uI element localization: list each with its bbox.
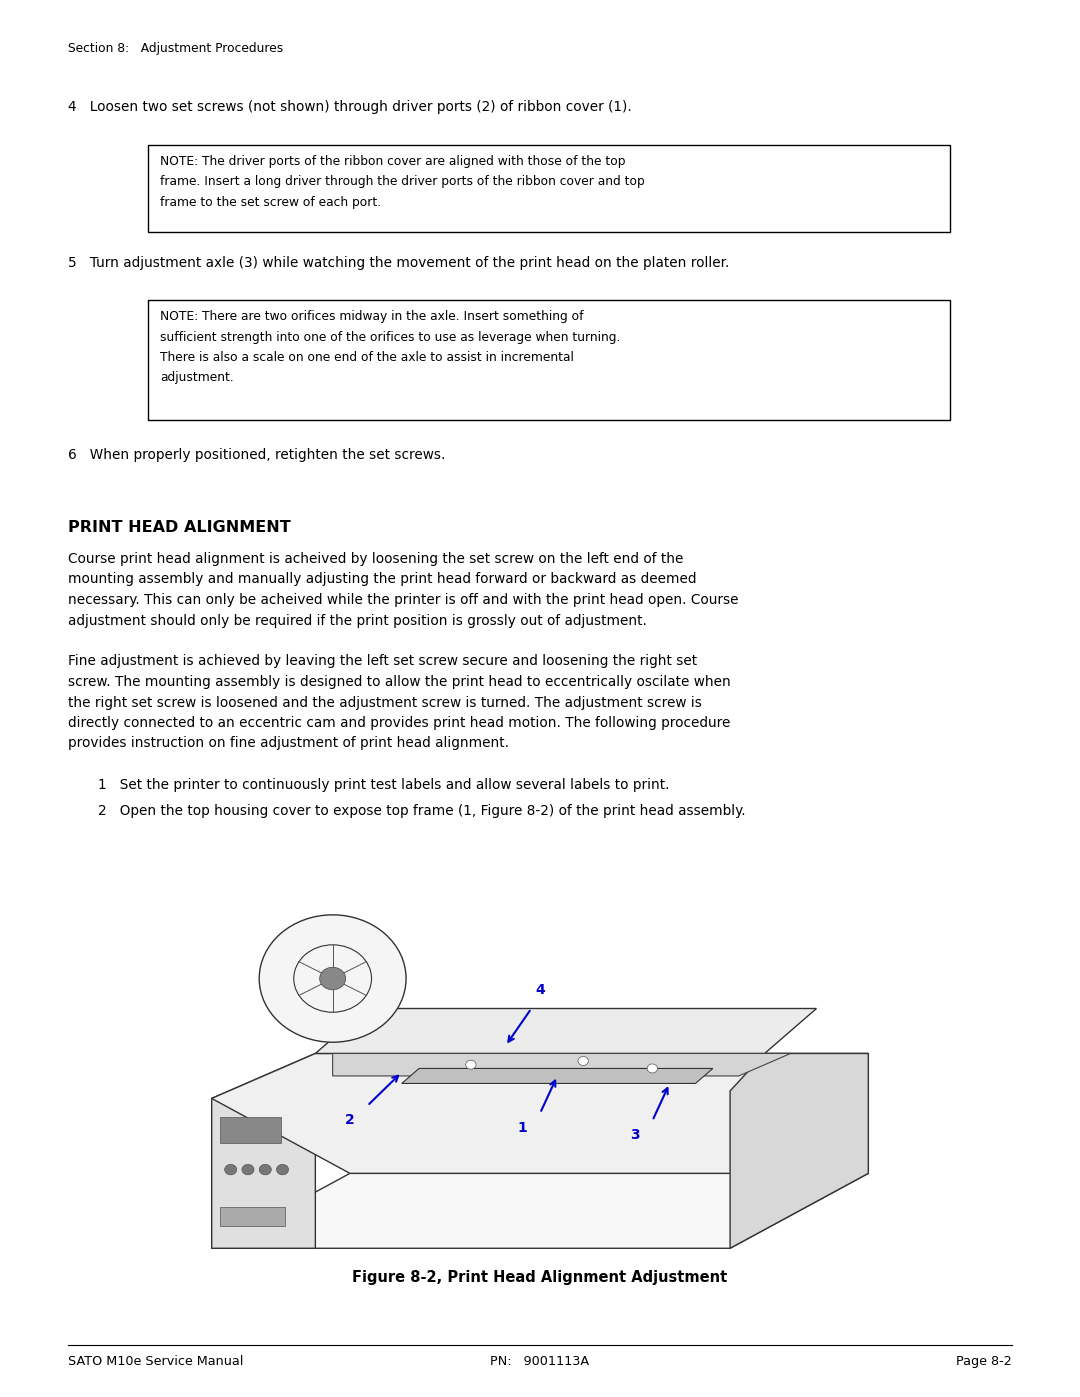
Bar: [148, 300, 950, 420]
Text: provides instruction on fine adjustment of print head alignment.: provides instruction on fine adjustment …: [68, 736, 509, 750]
Text: PN:   9001113A: PN: 9001113A: [490, 1355, 590, 1368]
Text: 2: 2: [345, 1113, 355, 1127]
Text: 6   When properly positioned, retighten the set screws.: 6 When properly positioned, retighten th…: [68, 448, 445, 462]
Text: Fine adjustment is achieved by leaving the left set screw secure and loosening t: Fine adjustment is achieved by leaving t…: [68, 655, 697, 669]
Text: Course print head alignment is acheived by loosening the set screw on the left e: Course print head alignment is acheived …: [68, 552, 684, 566]
Text: Figure 8-2, Print Head Alignment Adjustment: Figure 8-2, Print Head Alignment Adjustm…: [352, 1270, 728, 1285]
Text: directly connected to an eccentric cam and provides print head motion. The follo: directly connected to an eccentric cam a…: [68, 717, 730, 731]
Text: 5   Turn adjustment axle (3) while watching the movement of the print head on th: 5 Turn adjustment axle (3) while watchin…: [68, 256, 729, 270]
Text: frame to the set screw of each port.: frame to the set screw of each port.: [160, 196, 381, 210]
Text: There is also a scale on one end of the axle to assist in incremental: There is also a scale on one end of the …: [160, 351, 573, 365]
Circle shape: [259, 1164, 271, 1175]
Circle shape: [465, 1060, 476, 1069]
Circle shape: [276, 1164, 288, 1175]
Polygon shape: [730, 1053, 868, 1249]
Polygon shape: [315, 1009, 816, 1053]
Text: 4: 4: [535, 983, 545, 997]
Text: 3: 3: [631, 1129, 639, 1143]
Bar: [148, 145, 950, 232]
Polygon shape: [212, 1173, 868, 1249]
Text: PRINT HEAD ALIGNMENT: PRINT HEAD ALIGNMENT: [68, 520, 291, 535]
Text: the right set screw is loosened and the adjustment screw is turned. The adjustme: the right set screw is loosened and the …: [68, 696, 702, 710]
Text: 1: 1: [517, 1120, 528, 1134]
Text: frame. Insert a long driver through the driver ports of the ribbon cover and top: frame. Insert a long driver through the …: [160, 176, 645, 189]
Bar: [220, 1207, 285, 1225]
Circle shape: [259, 915, 406, 1042]
Text: 4   Loosen two set screws (not shown) through driver ports (2) of ribbon cover (: 4 Loosen two set screws (not shown) thro…: [68, 101, 632, 115]
Polygon shape: [333, 1053, 791, 1076]
Text: mounting assembly and manually adjusting the print head forward or backward as d: mounting assembly and manually adjusting…: [68, 573, 697, 587]
Text: necessary. This can only be acheived while the printer is off and with the print: necessary. This can only be acheived whi…: [68, 592, 739, 608]
Text: Section 8:   Adjustment Procedures: Section 8: Adjustment Procedures: [68, 42, 283, 54]
Polygon shape: [212, 1053, 315, 1249]
Circle shape: [578, 1056, 589, 1066]
Polygon shape: [402, 1069, 713, 1084]
Text: sufficient strength into one of the orifices to use as leverage when turning.: sufficient strength into one of the orif…: [160, 331, 620, 344]
Bar: [220, 1118, 281, 1143]
Text: NOTE: The driver ports of the ribbon cover are aligned with those of the top: NOTE: The driver ports of the ribbon cov…: [160, 155, 625, 168]
Circle shape: [647, 1065, 658, 1073]
Text: screw. The mounting assembly is designed to allow the print head to eccentricall: screw. The mounting assembly is designed…: [68, 675, 731, 689]
Text: NOTE: There are two orifices midway in the axle. Insert something of: NOTE: There are two orifices midway in t…: [160, 310, 583, 323]
Circle shape: [320, 967, 346, 989]
Circle shape: [242, 1164, 254, 1175]
Circle shape: [225, 1164, 237, 1175]
Text: adjustment should only be required if the print position is grossly out of adjus: adjustment should only be required if th…: [68, 613, 647, 627]
Circle shape: [294, 944, 372, 1013]
Polygon shape: [212, 1053, 868, 1173]
Text: adjustment.: adjustment.: [160, 372, 233, 384]
Text: 2   Open the top housing cover to expose top frame (1, Figure 8-2) of the print : 2 Open the top housing cover to expose t…: [98, 805, 745, 819]
Text: Page 8-2: Page 8-2: [956, 1355, 1012, 1368]
Text: SATO M10e Service Manual: SATO M10e Service Manual: [68, 1355, 243, 1368]
Text: 1   Set the printer to continuously print test labels and allow several labels t: 1 Set the printer to continuously print …: [98, 778, 670, 792]
